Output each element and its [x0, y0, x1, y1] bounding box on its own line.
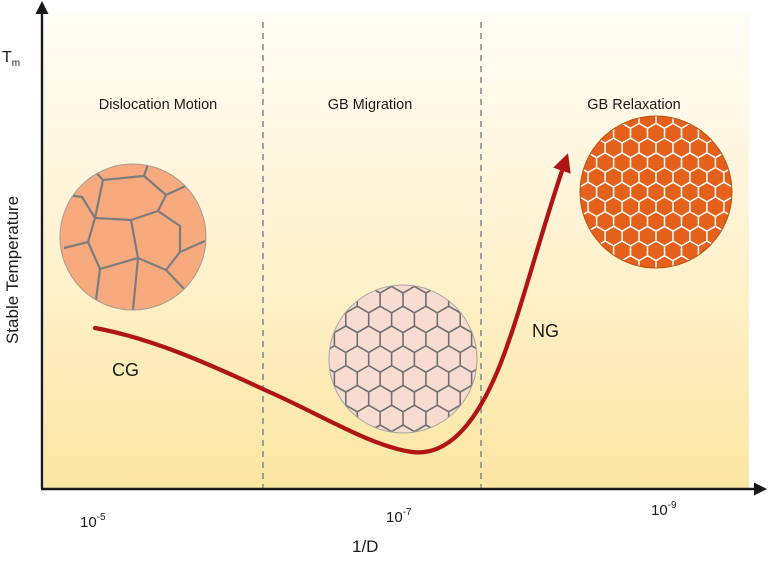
stability-curve	[92, 153, 571, 455]
coarse-grain-circle	[59, 163, 207, 311]
x-axis-label: 1/D	[352, 537, 378, 556]
region-label-gb-migration: GB Migration	[328, 97, 413, 113]
y-axis-arrow	[35, 1, 49, 14]
x-tick-label-1e-7: 10-7	[386, 507, 412, 526]
x-axis-arrow	[754, 482, 767, 496]
nano-grain-label: NG	[532, 321, 559, 341]
x-tick-exponent: -5	[97, 512, 106, 523]
x-tick-base: 10	[80, 514, 97, 531]
x-tick-exponent: -7	[403, 507, 412, 518]
y-axis-label: Stable Temperature	[3, 196, 22, 344]
x-tick-label-1e-5: 10-5	[80, 512, 106, 531]
y-axis-top-label: Tm	[2, 49, 20, 69]
region-label-dislocation-motion: Dislocation Motion	[99, 97, 217, 113]
coarse-grain-label: CG	[112, 360, 139, 380]
x-tick-exponent: -9	[668, 500, 677, 511]
x-tick-base: 10	[386, 509, 403, 526]
tm-base: T	[2, 49, 12, 66]
x-tick-base: 10	[651, 502, 668, 519]
nano-grain-circle	[579, 115, 733, 269]
tm-subscript: m	[12, 58, 20, 69]
medium-grain-circle	[328, 284, 478, 434]
x-tick-label-1e-9: 10-9	[651, 500, 677, 519]
region-label-gb-relaxation: GB Relaxation	[587, 97, 681, 113]
